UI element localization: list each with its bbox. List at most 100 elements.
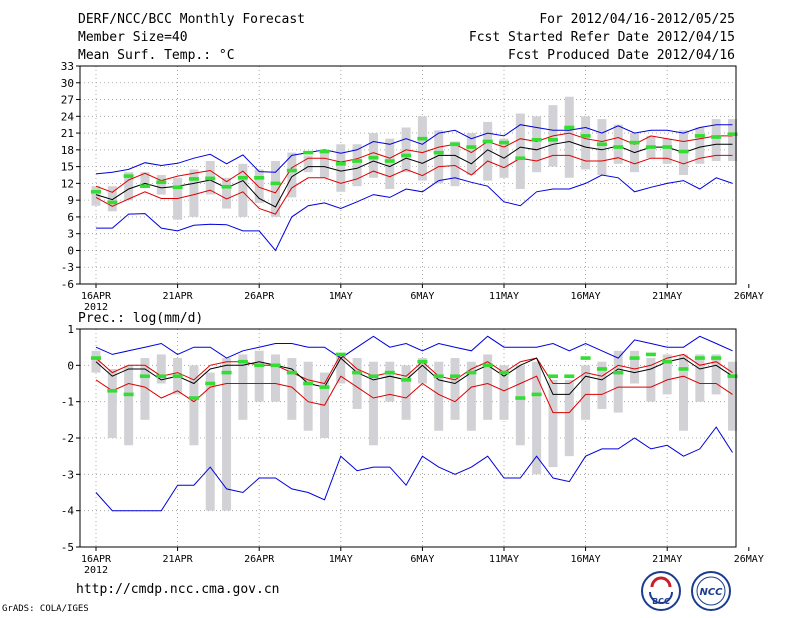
spread-bar	[238, 163, 248, 217]
spread-bar	[532, 116, 542, 173]
observed-marker	[629, 140, 640, 145]
observed-marker	[401, 378, 412, 382]
spread-bar	[695, 127, 705, 164]
observed-marker	[237, 175, 248, 180]
observed-marker	[237, 359, 248, 364]
observed-marker	[580, 134, 591, 138]
observed-marker	[417, 136, 428, 141]
observed-marker	[156, 180, 167, 185]
spread-bar	[630, 350, 640, 384]
source-url[interactable]: http://cmdp.ncc.cma.gov.cn	[76, 582, 280, 597]
spread-bar	[727, 119, 737, 162]
observed-marker	[515, 396, 526, 400]
x-tick-label: 26APR	[244, 291, 275, 302]
spread-bar	[662, 138, 672, 164]
observed-marker	[466, 370, 477, 375]
spread-bar	[385, 138, 395, 189]
spread-bar	[385, 361, 395, 402]
observed-marker	[629, 356, 640, 360]
spread-bar	[303, 361, 313, 431]
y-tick-label: -2	[61, 432, 74, 445]
x-tick-label: 26MAY	[734, 554, 764, 565]
spread-bar	[499, 365, 509, 420]
observed-marker	[172, 185, 183, 190]
observed-marker	[662, 145, 673, 149]
y-tick-label: 21	[61, 127, 74, 140]
observed-marker	[450, 142, 461, 147]
observed-marker	[286, 168, 297, 173]
x-tick-label: 1MAY	[329, 291, 353, 302]
x-tick-label: 11MAY	[489, 554, 519, 565]
observed-marker	[531, 137, 542, 142]
observed-marker	[727, 132, 738, 136]
observed-marker	[107, 388, 118, 393]
spread-bar	[613, 350, 623, 413]
observed-marker	[139, 374, 150, 379]
spread-bar	[581, 365, 591, 420]
spread-bar	[91, 350, 101, 373]
observed-marker	[694, 134, 705, 138]
spread-bar	[532, 361, 542, 475]
observed-marker	[711, 356, 722, 360]
observed-marker	[482, 139, 493, 144]
spread-bar	[189, 169, 199, 217]
observed-marker	[303, 150, 314, 155]
observed-marker	[352, 159, 363, 163]
observed-marker	[531, 392, 542, 397]
observed-marker	[91, 189, 101, 194]
y-tick-label: 9	[67, 194, 74, 207]
spread-bar	[254, 350, 264, 402]
observed-marker	[711, 135, 722, 139]
observed-marker	[401, 153, 412, 158]
observed-marker	[254, 363, 265, 368]
spread-bar	[287, 152, 297, 198]
spread-bar	[564, 96, 574, 178]
observed-marker	[596, 142, 607, 147]
x-tick-label: 21APR	[163, 291, 194, 302]
observed-marker	[303, 381, 314, 386]
observed-marker	[482, 363, 493, 368]
observed-marker	[662, 359, 673, 364]
spread-bar	[238, 354, 248, 420]
observed-marker	[286, 370, 297, 375]
spread-bar	[466, 361, 476, 431]
x-year-label: 2012	[84, 565, 108, 576]
precipitation-panel: -5 -4 -3 -2 -1 0 1 16APR 21APR 26APR 1MAY 6MAY 11MAY…	[61, 311, 764, 576]
spread-bar	[417, 358, 427, 384]
observed-marker	[596, 367, 607, 371]
x-tick-label: 26APR	[244, 554, 275, 565]
ncc-logo-text: NCC	[699, 587, 723, 598]
spread-bar	[548, 379, 558, 468]
observed-marker	[319, 385, 330, 389]
y-tick-label: 6	[67, 211, 74, 224]
max-envelope-line	[95, 335, 733, 359]
spread-bar	[124, 172, 134, 201]
y-tick-label: 30	[61, 77, 74, 90]
spread-bar	[646, 358, 656, 402]
observed-marker	[727, 374, 738, 379]
spread-bar	[352, 144, 362, 187]
observed-marker	[221, 370, 232, 375]
observed-marker	[645, 352, 656, 357]
spread-bar	[711, 119, 721, 162]
observed-marker	[270, 363, 281, 368]
spread-bar	[222, 177, 232, 209]
y-tick-label: 0	[67, 244, 74, 257]
spread-bar	[336, 144, 346, 192]
spread-bar	[287, 358, 297, 420]
bcc-logo-text: BCC	[652, 597, 670, 606]
bcc-logo: BCC	[641, 571, 681, 611]
y-tick-label: 1	[67, 323, 74, 336]
y-tick-label: -4	[61, 505, 75, 518]
observed-marker	[450, 374, 461, 379]
forecast-period: For 2012/04/16-2012/05/25	[539, 12, 735, 27]
spread-bar	[368, 361, 378, 446]
x-tick-label: 6MAY	[410, 554, 434, 565]
observed-marker	[564, 125, 575, 130]
observed-marker	[547, 374, 558, 379]
spread-bar	[189, 365, 199, 446]
y-tick-label: 18	[61, 144, 74, 157]
spread-bar	[515, 113, 525, 189]
observed-marker	[270, 181, 281, 186]
spread-bar	[564, 379, 574, 457]
